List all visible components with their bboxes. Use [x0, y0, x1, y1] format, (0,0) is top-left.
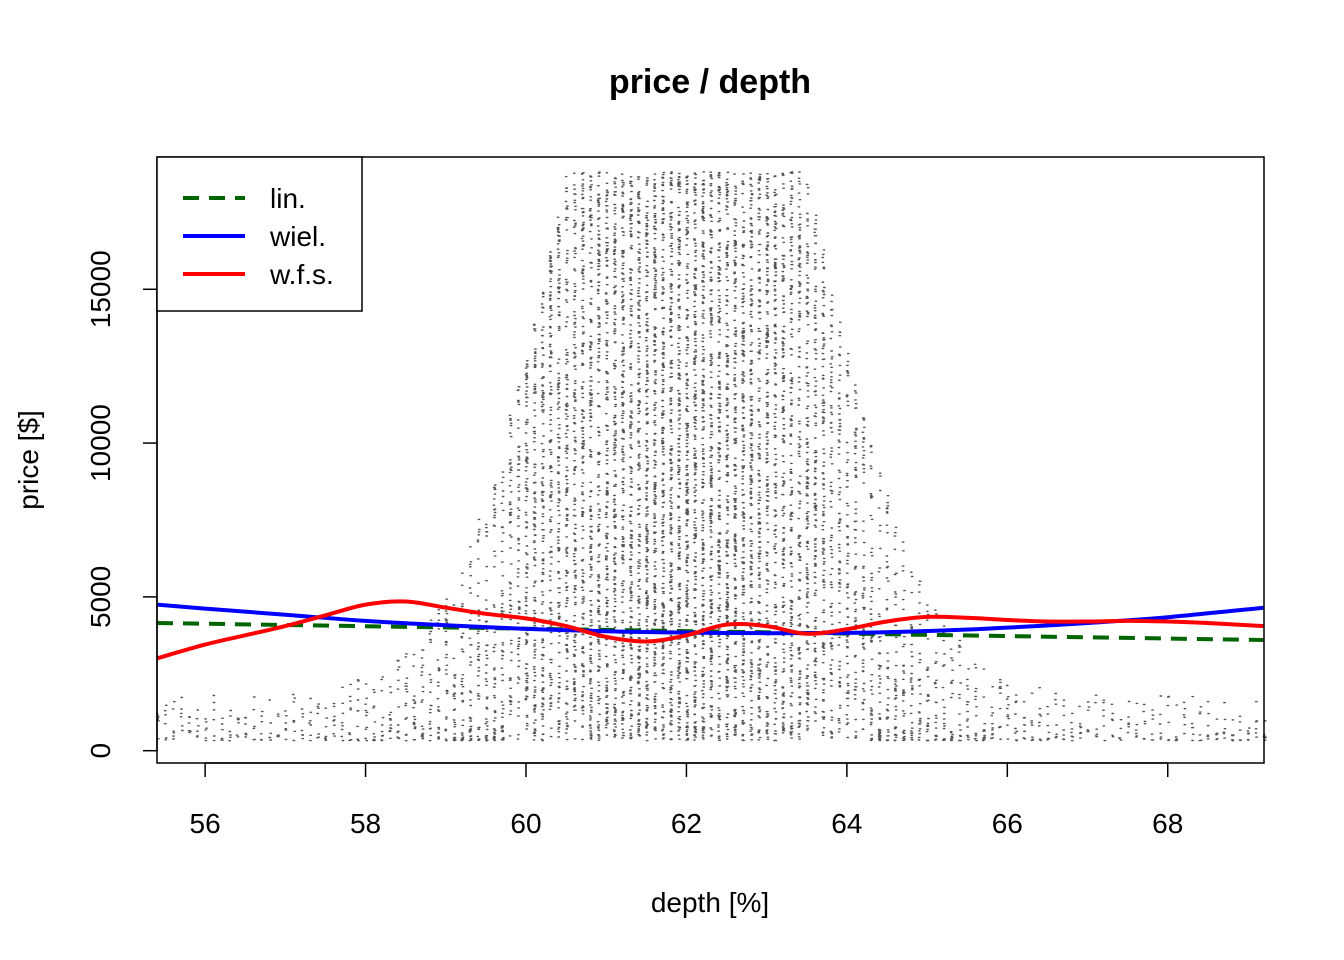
x-tick-label: 68: [1152, 808, 1183, 839]
legend-label-wiel: wiel.: [269, 221, 326, 252]
y-tick-label: 15000: [85, 250, 116, 328]
y-tick-label: 0: [85, 743, 116, 759]
x-tick-label: 58: [350, 808, 381, 839]
plot-frame: [156, 156, 1265, 764]
legend-label-wfs: w.f.s.: [269, 259, 334, 290]
x-tick-label: 64: [831, 808, 862, 839]
series-line-wfs: [156, 599, 1265, 661]
y-tick-label: 10000: [85, 404, 116, 482]
chart-title: price / depth: [609, 63, 811, 101]
legend-label-lin: lin.: [270, 183, 306, 214]
y-tick-label: 5000: [85, 566, 116, 628]
x-tick-label: 66: [992, 808, 1023, 839]
axes: 56 58 60 62 64 66 68 0 5000 10000 15000: [85, 250, 1183, 839]
x-tick-label: 62: [671, 808, 702, 839]
x-tick-label: 60: [510, 808, 541, 839]
y-axis-label: price [$]: [13, 410, 44, 510]
legend: lin. wiel. w.f.s.: [156, 156, 363, 312]
x-axis-label: depth [%]: [651, 887, 769, 918]
x-tick-label: 56: [190, 808, 221, 839]
fit-lines: [156, 599, 1265, 661]
